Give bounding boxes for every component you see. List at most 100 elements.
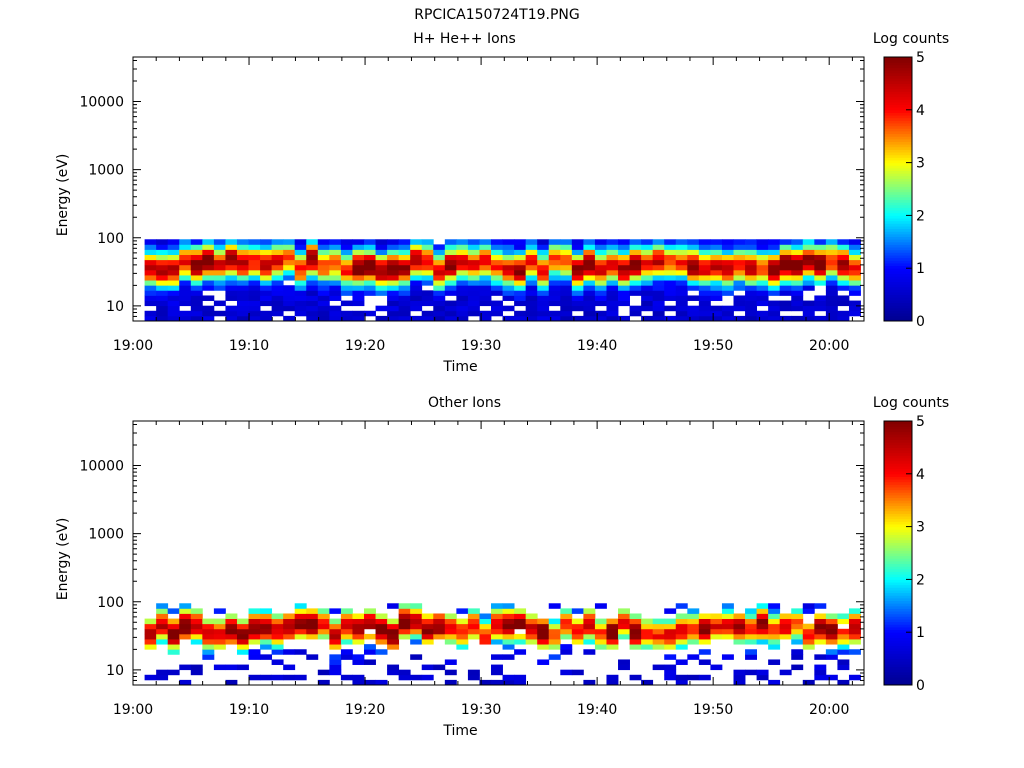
heatmap-cell	[179, 310, 192, 317]
heatmap-cell	[548, 618, 561, 625]
heatmap-cell	[629, 249, 642, 255]
heatmap-cell	[329, 285, 342, 291]
colorbar-step	[884, 181, 912, 185]
heatmap-cell	[571, 639, 584, 645]
heatmap-cell	[837, 285, 850, 291]
heatmap-cell	[271, 290, 284, 296]
heatmap-cell	[606, 628, 619, 635]
heatmap-cell	[502, 239, 515, 245]
heatmap-cell	[837, 649, 850, 655]
heatmap-cell	[410, 280, 423, 286]
heatmap-cell	[583, 239, 596, 245]
colorbar-step	[884, 141, 912, 145]
heatmap-cell	[756, 608, 769, 614]
colorbar-step	[884, 460, 912, 464]
heatmap-cell	[560, 649, 573, 655]
heatmap-cell	[410, 269, 423, 276]
heatmap-cell	[410, 608, 423, 614]
heatmap-cell	[652, 249, 665, 255]
x-axis-label: Time	[442, 723, 477, 739]
heatmap-cell	[387, 305, 400, 312]
heatmap-cell	[571, 239, 584, 245]
heatmap-cell	[467, 259, 480, 266]
colorbar-label: Log counts	[873, 31, 949, 47]
heatmap-cell	[225, 679, 238, 686]
heatmap-cell	[375, 244, 388, 250]
colorbar-step	[884, 513, 912, 517]
heatmap-cell	[583, 305, 596, 312]
heatmap-cell	[606, 264, 619, 271]
heatmap-cell	[745, 295, 757, 301]
heatmap-cell	[294, 305, 307, 312]
heatmap-cell	[410, 249, 423, 255]
heatmap-cell	[190, 669, 203, 676]
heatmap-cell	[848, 254, 861, 261]
heatmap-cell	[410, 239, 423, 245]
heatmap-cell	[213, 310, 226, 317]
heatmap-cell	[721, 244, 734, 250]
heatmap-cell	[698, 264, 711, 271]
heatmap-cell	[664, 639, 677, 645]
heatmap-cell	[144, 310, 157, 317]
heatmap-cell	[179, 269, 192, 276]
heatmap-cell	[340, 639, 353, 645]
heatmap-cell	[410, 264, 423, 271]
colorbar-step	[884, 191, 912, 195]
heatmap-cell	[364, 649, 376, 655]
heatmap-cell	[479, 679, 492, 686]
heatmap-cell	[294, 674, 307, 681]
heatmap-cell	[236, 305, 249, 312]
heatmap-cell	[202, 249, 215, 255]
heatmap-cell	[364, 285, 376, 291]
heatmap-cell	[537, 280, 550, 286]
heatmap-cell	[537, 254, 550, 261]
heatmap-cell	[814, 623, 827, 630]
heatmap-cell	[583, 613, 596, 619]
heatmap-cell	[352, 239, 365, 245]
heatmap-cell	[398, 613, 411, 619]
heatmap-cell	[467, 613, 480, 619]
heatmap-cell	[294, 623, 307, 630]
heatmap-cell	[398, 264, 411, 271]
heatmap-cell	[202, 254, 215, 261]
heatmap-cell	[606, 295, 619, 301]
colorbar-step	[884, 167, 912, 172]
heatmap-cell	[502, 254, 515, 261]
heatmap-cell	[283, 300, 296, 307]
heatmap-cell	[768, 249, 781, 255]
colorbar-step	[884, 534, 912, 538]
heatmap-cell	[571, 300, 584, 307]
heatmap-cell	[317, 264, 330, 271]
colorbar-step	[884, 632, 912, 636]
colorbar-step	[884, 431, 912, 435]
heatmap-cell	[675, 674, 688, 681]
heatmap-cell	[479, 300, 492, 307]
heatmap-cell	[421, 315, 434, 322]
y-tick-label: 10	[106, 299, 124, 315]
heatmap-cell	[375, 285, 388, 291]
heatmap-cell	[837, 310, 850, 317]
heatmap-cell	[271, 285, 284, 291]
heatmap-cell	[213, 285, 226, 291]
heatmap-cell	[467, 674, 480, 681]
heatmap-cell	[398, 623, 411, 630]
heatmap-cell	[641, 244, 654, 250]
heatmap-cell	[502, 654, 515, 660]
heatmap-cell	[687, 239, 700, 245]
heatmap-cell	[721, 269, 734, 276]
heatmap-cell	[618, 254, 630, 261]
heatmap-cell	[664, 239, 677, 245]
colorbar-step	[884, 648, 912, 652]
heatmap-cell	[756, 269, 769, 276]
heatmap-cell	[825, 305, 838, 312]
heatmap-cell	[202, 633, 215, 640]
heatmap-cell	[213, 628, 226, 635]
heatmap-cell	[560, 300, 573, 307]
heatmap-cell	[814, 618, 827, 625]
heatmap-cell	[721, 280, 734, 286]
heatmap-cell	[664, 674, 677, 681]
heatmap-cell	[825, 285, 838, 291]
x-tick-label: 19:50	[693, 338, 733, 354]
colorbar-step	[884, 539, 912, 543]
heatmap-cell	[248, 305, 261, 312]
